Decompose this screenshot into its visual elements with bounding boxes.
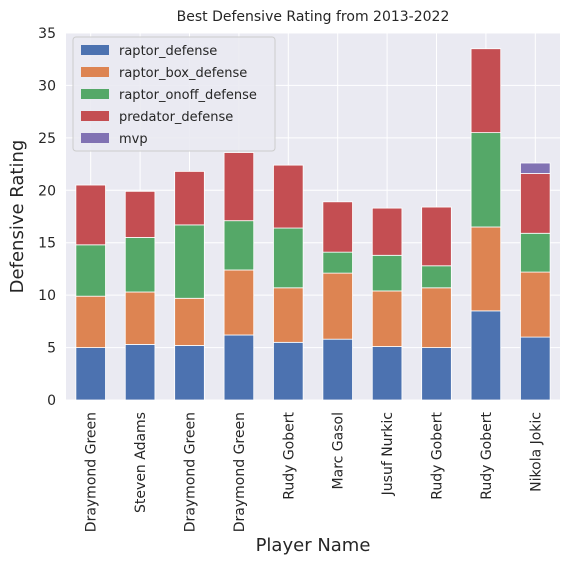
bar-segment-raptor-onoff-defense bbox=[174, 224, 205, 299]
bar-segment-raptor-box-defense bbox=[322, 272, 353, 340]
bar-segment-raptor-defense bbox=[124, 344, 156, 401]
bar-segment-raptor-defense bbox=[322, 338, 353, 401]
bar-segment-raptor-defense bbox=[223, 334, 255, 401]
legend-label: mvp bbox=[119, 132, 148, 147]
x-tick-label: Nikola Jokic bbox=[528, 412, 544, 492]
bar-segment-raptor-defense bbox=[75, 347, 106, 401]
y-tick-label: 15 bbox=[38, 236, 56, 252]
legend: raptor_defense raptor_box_defense raptor_o… bbox=[72, 36, 276, 152]
bar-segment-predator-defense bbox=[421, 206, 452, 267]
x-tick-label: Draymond Green bbox=[183, 412, 199, 532]
x-tick-label: Rudy Gobert bbox=[479, 412, 495, 500]
x-tick-label: Draymond Green bbox=[84, 412, 100, 532]
x-tick-label: Draymond Green bbox=[232, 412, 248, 532]
y-tick-label: 0 bbox=[47, 393, 56, 409]
bar-segment-raptor-box-defense bbox=[520, 271, 551, 338]
bar-segment-predator-defense bbox=[470, 48, 502, 134]
bar-segment-raptor-defense bbox=[421, 347, 452, 401]
bar-segment-raptor-onoff-defense bbox=[520, 232, 551, 273]
bar-segment-raptor-defense bbox=[371, 346, 403, 401]
bar-segment-raptor-box-defense bbox=[75, 295, 106, 348]
x-tick-label: Steven Adams bbox=[133, 412, 149, 513]
y-tick-label: 5 bbox=[47, 341, 56, 357]
bar-segment-raptor-box-defense bbox=[223, 269, 255, 336]
bar-segment-raptor-onoff-defense bbox=[273, 227, 304, 289]
bar-segment-predator-defense bbox=[223, 152, 255, 222]
legend-swatch bbox=[81, 111, 109, 121]
x-tick-label: Rudy Gobert bbox=[430, 412, 446, 500]
legend-swatch bbox=[81, 133, 109, 143]
y-tick-label: 20 bbox=[38, 183, 56, 199]
bar-segment-predator-defense bbox=[322, 201, 353, 253]
x-tick-label: Jusuf Nurkic bbox=[380, 412, 396, 496]
legend-swatch bbox=[81, 89, 109, 99]
bars bbox=[75, 48, 551, 401]
legend-label: raptor_defense bbox=[119, 44, 217, 59]
bar-segment-raptor-box-defense bbox=[174, 297, 205, 346]
bar-segment-mvp bbox=[520, 162, 551, 174]
bar-segment-raptor-onoff-defense bbox=[322, 251, 353, 274]
bar-segment-raptor-onoff-defense bbox=[421, 265, 452, 289]
y-tick-label: 10 bbox=[38, 288, 56, 304]
bar-segment-raptor-box-defense bbox=[371, 290, 403, 347]
bar-segment-predator-defense bbox=[124, 190, 156, 238]
legend-label: predator_defense bbox=[119, 110, 233, 125]
x-axis-label: Player Name bbox=[256, 535, 371, 556]
bar-segment-predator-defense bbox=[371, 207, 403, 256]
bar-segment-raptor-box-defense bbox=[470, 226, 502, 312]
bar-segment-raptor-onoff-defense bbox=[75, 244, 106, 297]
chart-title: Best Defensive Rating from 2013-2022 bbox=[177, 9, 450, 25]
x-tick-label: Marc Gasol bbox=[331, 412, 347, 489]
bar-segment-predator-defense bbox=[520, 173, 551, 234]
legend-label: raptor_onoff_defense bbox=[119, 88, 257, 103]
legend-swatch bbox=[81, 67, 109, 77]
bar-segment-predator-defense bbox=[174, 171, 205, 226]
y-axis-label: Defensive Rating bbox=[7, 140, 28, 294]
bar-segment-raptor-box-defense bbox=[421, 287, 452, 348]
legend-swatch bbox=[81, 45, 109, 55]
bar-segment-raptor-onoff-defense bbox=[470, 132, 502, 228]
x-tick-label: Rudy Gobert bbox=[281, 412, 297, 500]
legend-items: raptor_defense raptor_box_defense raptor_o… bbox=[81, 44, 257, 147]
legend-label: raptor_box_defense bbox=[119, 66, 247, 81]
bar-segment-raptor-onoff-defense bbox=[124, 237, 156, 293]
legend-box bbox=[72, 36, 276, 152]
bar-segment-raptor-defense bbox=[470, 310, 502, 401]
y-tick-label: 30 bbox=[38, 78, 56, 94]
bar-segment-raptor-defense bbox=[174, 345, 205, 401]
bar-segment-predator-defense bbox=[75, 184, 106, 246]
bar-segment-raptor-onoff-defense bbox=[223, 220, 255, 271]
bar-segment-raptor-defense bbox=[273, 341, 304, 401]
bar-segment-predator-defense bbox=[273, 164, 304, 229]
y-tick-labels: 0 5 10 15 20 25 30 35 bbox=[38, 26, 56, 409]
y-tick-label: 35 bbox=[38, 26, 56, 42]
y-tick-label: 25 bbox=[38, 131, 56, 147]
bar-segment-raptor-defense bbox=[520, 336, 551, 401]
bar-segment-raptor-box-defense bbox=[124, 291, 156, 345]
bar-segment-raptor-box-defense bbox=[273, 287, 304, 343]
x-tick-labels: Draymond Green Steven Adams Draymond Green… bbox=[84, 412, 545, 533]
bar-segment-raptor-onoff-defense bbox=[371, 254, 403, 292]
